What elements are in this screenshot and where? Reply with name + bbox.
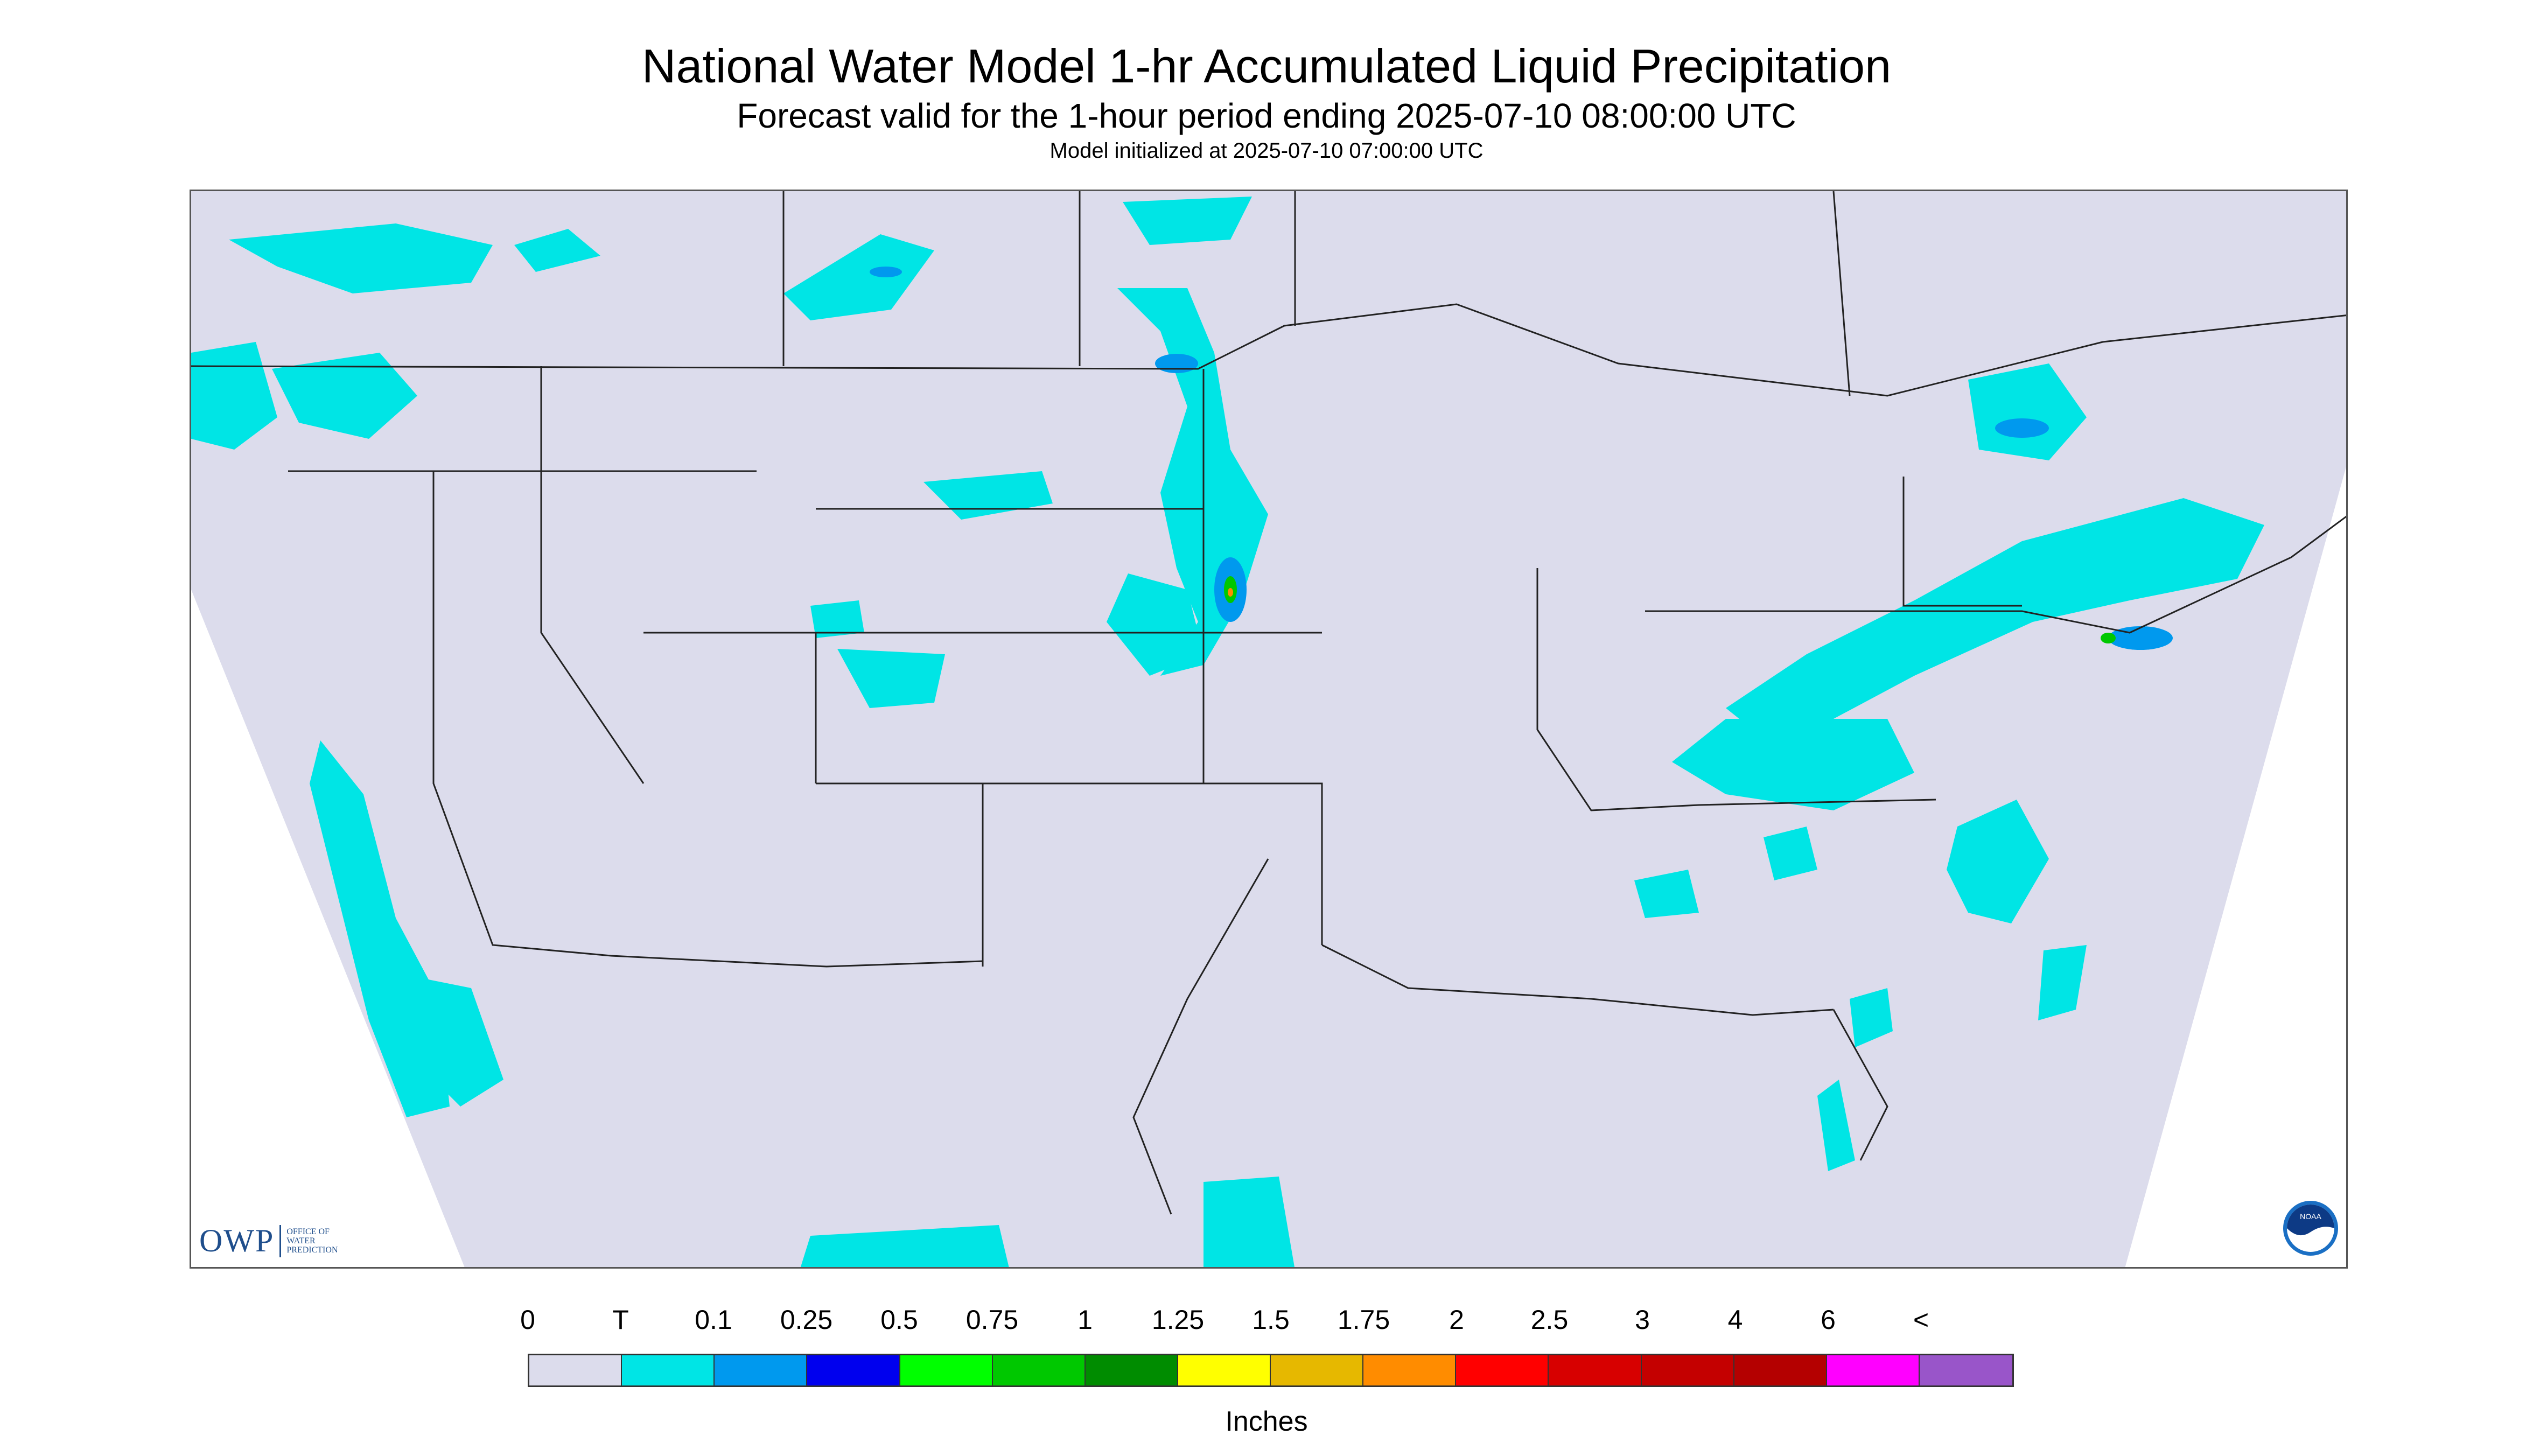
owp-logo-divider xyxy=(279,1224,282,1257)
legend-tick-label: 1.5 xyxy=(1252,1305,1290,1335)
owp-logo: OWP OFFICE OF WATER PREDICTION xyxy=(199,1222,338,1259)
legend-swatch xyxy=(1827,1355,1920,1385)
legend-tick-label: 0.25 xyxy=(780,1305,833,1335)
legend-swatch xyxy=(900,1355,993,1385)
legend-swatch xyxy=(715,1355,808,1385)
model-init-time: Model initialized at 2025-07-10 07:00:00… xyxy=(1049,139,1484,163)
color-legend: 0 T 0.1 0.25 0.5 0.75 1 1.25 1.5 1.75 2 2.5 3 4 6 < xyxy=(520,1292,2014,1400)
legend-swatch xyxy=(1919,1355,2012,1385)
owp-logo-line-3: PREDICTION xyxy=(286,1245,338,1255)
map-subtitle: Forecast valid for the 1-hour period end… xyxy=(737,96,1796,135)
precipitation-map[interactable] xyxy=(190,190,2348,1269)
noaa-logo: NOAA xyxy=(2283,1201,2338,1256)
legend-swatch xyxy=(622,1355,715,1385)
noaa-logo-text: NOAA xyxy=(2300,1212,2321,1221)
owp-logo-line-2: WATER xyxy=(286,1236,316,1245)
legend-swatch xyxy=(1549,1355,1642,1385)
legend-swatch xyxy=(529,1355,622,1385)
legend-tick-label: < xyxy=(1913,1305,1929,1335)
legend-tick-label: 3 xyxy=(1635,1305,1650,1335)
legend-units: Inches xyxy=(1225,1406,1308,1437)
owp-logo-line-1: OFFICE OF xyxy=(286,1227,330,1236)
legend-tick-label: 0 xyxy=(520,1305,535,1335)
legend-tick-label: 1.75 xyxy=(1337,1305,1390,1335)
legend-tick-label: 1 xyxy=(1077,1305,1093,1335)
legend-swatch xyxy=(1271,1355,1364,1385)
legend-swatch xyxy=(1178,1355,1271,1385)
owp-logo-subtext: OFFICE OF WATER PREDICTION xyxy=(286,1227,338,1255)
legend-swatch xyxy=(1734,1355,1827,1385)
legend-tick-label: 6 xyxy=(1821,1305,1836,1335)
legend-swatch xyxy=(1641,1355,1734,1385)
legend-swatch xyxy=(1085,1355,1178,1385)
legend-tick-label: T xyxy=(612,1305,629,1335)
legend-tick-label: 2 xyxy=(1449,1305,1464,1335)
legend-tick-label: 4 xyxy=(1727,1305,1743,1335)
legend-swatch xyxy=(807,1355,900,1385)
owp-logo-text: OWP xyxy=(199,1223,275,1258)
legend-tick-label: 0.1 xyxy=(695,1305,732,1335)
model-domain xyxy=(191,191,2346,1267)
map-canvas xyxy=(191,191,2346,1267)
legend-tick-label: 0.75 xyxy=(965,1305,1019,1335)
legend-swatch xyxy=(1456,1355,1549,1385)
map-title: National Water Model 1-hr Accumulated Li… xyxy=(641,39,1892,93)
legend-swatch xyxy=(992,1355,1086,1385)
political-borders xyxy=(191,191,2346,1215)
legend-colorbar xyxy=(528,1354,2014,1387)
legend-tick-label: 0.5 xyxy=(880,1305,918,1335)
legend-swatch xyxy=(1363,1355,1457,1385)
legend-tick-label: 1.25 xyxy=(1151,1305,1205,1335)
legend-tick-label: 2.5 xyxy=(1530,1305,1569,1335)
